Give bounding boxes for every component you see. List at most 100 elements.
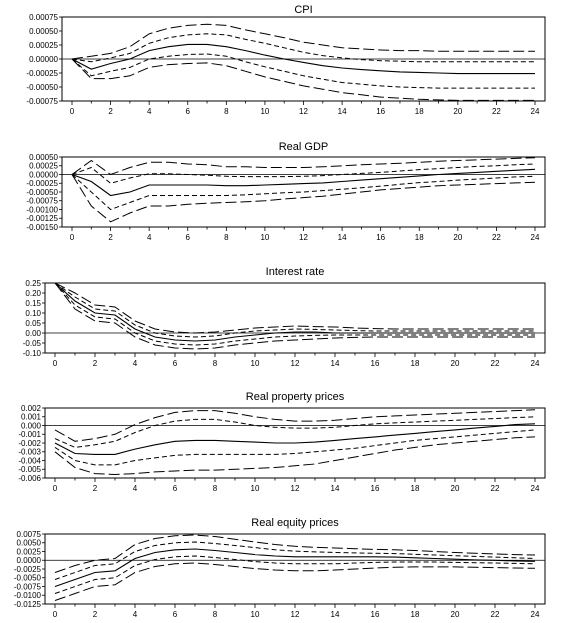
chart-panel-4: Real property prices0.0020.0010.000-0.00… [18, 391, 546, 493]
x-tick-label: 12 [291, 359, 300, 368]
chart-title: Real GDP [279, 141, 329, 153]
x-tick-label: 6 [173, 359, 178, 368]
series-line-inner-band [54, 429, 536, 466]
chart-title: CPI [294, 4, 312, 16]
plot-frame [44, 533, 546, 605]
x-tick-label: 14 [331, 610, 340, 619]
x-tick-label: 12 [299, 107, 308, 116]
x-tick-label: 12 [291, 484, 300, 493]
x-tick-label: 22 [491, 484, 500, 493]
series-line-outer-band [71, 174, 536, 223]
x-tick-label: 18 [411, 610, 420, 619]
x-tick-label: 6 [186, 233, 191, 242]
x-tick-label: 12 [291, 610, 300, 619]
y-tick-label: -0.00025 [26, 179, 58, 188]
x-tick-label: 8 [213, 610, 218, 619]
y-tick-label: 0.00050 [29, 27, 58, 36]
x-tick-label: 2 [108, 233, 113, 242]
x-tick-label: 4 [133, 359, 138, 368]
y-tick-label: 0.00075 [29, 13, 58, 22]
series-line-outer-band [54, 534, 536, 573]
y-tick-label: -0.10 [23, 349, 42, 358]
x-tick-label: 24 [531, 484, 540, 493]
x-tick-label: 4 [147, 233, 152, 242]
x-tick-label: 18 [415, 107, 424, 116]
series-line-outer-band [71, 23, 535, 60]
y-tick-label: 0.20 [25, 289, 41, 298]
y-tick-label: -0.003 [18, 448, 41, 457]
y-tick-label: -0.00075 [26, 197, 58, 206]
y-tick-label: -0.002 [18, 439, 41, 448]
x-tick-label: 4 [147, 107, 152, 116]
series-line-inner-band [54, 541, 536, 580]
y-tick-label: -0.005 [18, 465, 41, 474]
x-tick-label: 16 [371, 484, 380, 493]
x-tick-label: 18 [415, 233, 424, 242]
y-tick-label: 0.00 [25, 329, 41, 338]
y-tick-label: 0.00025 [29, 41, 58, 50]
series-line-estimate [71, 43, 535, 75]
x-tick-label: 16 [371, 610, 380, 619]
y-tick-label: -0.00100 [26, 205, 58, 214]
x-tick-label: 6 [173, 484, 178, 493]
y-tick-label: 0.00050 [29, 153, 58, 162]
x-tick-label: 18 [411, 359, 420, 368]
y-tick-label: -0.0100 [14, 591, 42, 600]
x-tick-label: 10 [260, 233, 269, 242]
x-tick-label: 20 [451, 484, 460, 493]
x-tick-label: 20 [451, 359, 460, 368]
y-tick-label: -0.0125 [14, 600, 42, 609]
chart-panel-2: Real GDP0.000500.000250.00000-0.00025-0.… [26, 141, 546, 242]
x-tick-label: 8 [213, 484, 218, 493]
series-line-inner-band [54, 282, 535, 346]
x-tick-label: 14 [338, 107, 347, 116]
x-tick-label: 8 [224, 107, 229, 116]
chart-title: Interest rate [266, 266, 325, 278]
x-tick-label: 22 [491, 359, 500, 368]
series-line-inner-band [71, 174, 536, 211]
x-tick-label: 0 [53, 610, 58, 619]
series-line-inner-band [71, 53, 535, 89]
chart-title: Real property prices [246, 391, 345, 403]
x-tick-label: 8 [224, 233, 229, 242]
y-tick-label: 0.00000 [29, 55, 58, 64]
series-line-inner-band [71, 163, 536, 184]
y-tick-label: -0.0050 [14, 574, 42, 583]
x-tick-label: 10 [260, 107, 269, 116]
x-tick-label: 24 [531, 233, 540, 242]
y-tick-label: 0.25 [25, 279, 41, 288]
y-tick-label: 0.0050 [17, 539, 42, 548]
x-tick-label: 2 [108, 107, 113, 116]
x-tick-label: 10 [251, 610, 260, 619]
chart-panel-5: Real equity prices 0.00750.00500.00250.00… [14, 517, 546, 619]
x-tick-label: 2 [93, 610, 98, 619]
x-tick-label: 22 [491, 610, 500, 619]
x-tick-label: 14 [331, 359, 340, 368]
y-tick-label: -0.00025 [26, 69, 58, 78]
x-tick-label: 8 [213, 359, 218, 368]
x-tick-label: 16 [376, 107, 385, 116]
x-tick-label: 20 [453, 233, 462, 242]
series-line-estimate [54, 282, 535, 342]
x-tick-label: 12 [299, 233, 308, 242]
series-line-outer-band [54, 409, 536, 442]
series-line-outer-band [54, 282, 535, 350]
x-tick-label: 24 [531, 610, 540, 619]
x-tick-label: 20 [453, 107, 462, 116]
y-tick-label: -0.001 [18, 430, 41, 439]
y-tick-label: 0.0000 [17, 556, 42, 565]
y-tick-label: 0.15 [25, 299, 41, 308]
y-tick-label: -0.004 [18, 456, 41, 465]
y-tick-label: 0.001 [21, 413, 42, 422]
x-tick-label: 6 [173, 610, 178, 619]
x-tick-label: 2 [93, 484, 98, 493]
series-line-outer-band [71, 58, 535, 101]
x-tick-label: 14 [338, 233, 347, 242]
y-tick-label: -0.0075 [14, 582, 42, 591]
series-line-inner-band [54, 555, 536, 594]
x-tick-label: 6 [186, 107, 191, 116]
series-line-estimate [54, 423, 536, 455]
y-tick-label: -0.00075 [26, 97, 58, 106]
series-line-inner-band [71, 33, 535, 63]
